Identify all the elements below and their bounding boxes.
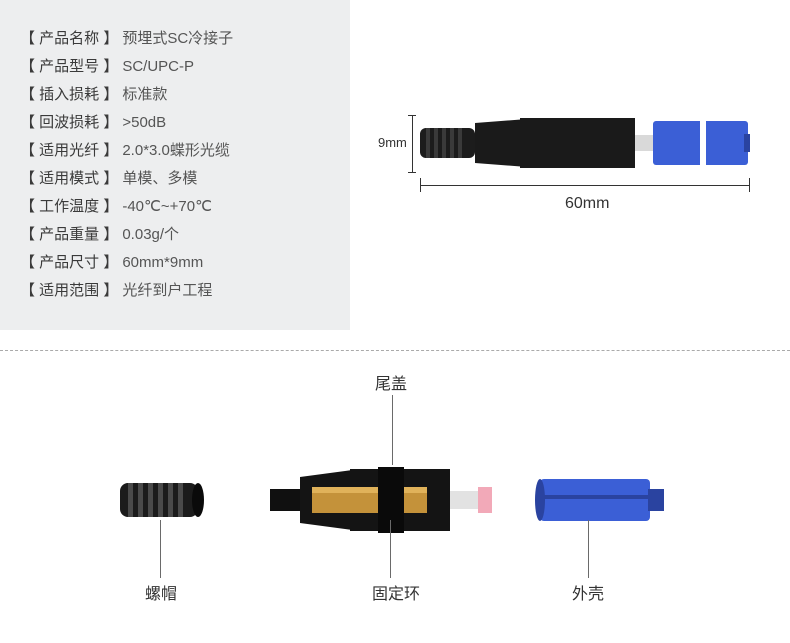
spec-row: 【 产品尺寸 】60mm*9mm [20, 249, 330, 277]
connector-assembled-icon [420, 118, 750, 168]
spec-value: 预埋式SC冷接子 [122, 30, 233, 47]
dim-height-label: 9mm [378, 135, 407, 150]
spec-label: 【 适用模式 】 [20, 170, 118, 187]
dim-tick [408, 115, 416, 116]
dim-tick [408, 172, 416, 173]
dim-tick [420, 178, 421, 192]
spec-label: 【 产品名称 】 [20, 30, 118, 47]
lead-line [392, 395, 393, 465]
spec-row: 【 适用模式 】单模、多模 [20, 165, 330, 193]
dim-tick [749, 178, 750, 192]
spec-label: 【 适用范围 】 [20, 282, 118, 299]
spec-row: 【 产品重量 】0.03g/个 [20, 221, 330, 249]
label-shell: 外壳 [572, 580, 604, 604]
label-fixing-ring: 固定环 [372, 580, 420, 604]
exploded-view: 尾盖 [0, 360, 790, 640]
spec-label: 【 插入损耗 】 [20, 86, 118, 103]
spec-label: 【 适用光纤 】 [20, 142, 118, 159]
dim-width-label: 60mm [565, 195, 609, 213]
exploded-parts-icon [0, 465, 790, 535]
spec-row: 【 产品型号 】SC/UPC-P [20, 53, 330, 81]
spec-value: SC/UPC-P [122, 58, 194, 75]
lead-line [390, 520, 391, 578]
spec-label: 【 产品型号 】 [20, 58, 118, 75]
spec-row: 【 产品名称 】预埋式SC冷接子 [20, 25, 330, 53]
spec-value: 标准款 [122, 86, 167, 103]
spec-row: 【 工作温度 】-40℃~+70℃ [20, 193, 330, 221]
spec-label: 【 回波损耗 】 [20, 114, 118, 131]
dim-line-horizontal [420, 185, 750, 186]
spec-row: 【 适用光纤 】2.0*3.0蝶形光缆 [20, 137, 330, 165]
spec-row: 【 回波损耗 】>50dB [20, 109, 330, 137]
spec-label: 【 产品重量 】 [20, 226, 118, 243]
dim-line-vertical [412, 115, 413, 173]
spec-label: 【 产品尺寸 】 [20, 254, 118, 271]
spec-panel: 【 产品名称 】预埋式SC冷接子 【 产品型号 】SC/UPC-P 【 插入损耗… [0, 0, 350, 330]
exploded-parts-row [0, 465, 790, 525]
spec-value: 光纤到户工程 [122, 282, 212, 299]
spec-value: 60mm*9mm [122, 254, 203, 271]
spec-value: 单模、多模 [122, 170, 197, 187]
spec-label: 【 工作温度 】 [20, 198, 118, 215]
spec-value: 0.03g/个 [122, 226, 179, 243]
spec-value: >50dB [122, 114, 166, 131]
label-tail-cover: 尾盖 [375, 370, 407, 394]
spec-value: -40℃~+70℃ [122, 198, 212, 215]
spec-row: 【 适用范围 】光纤到户工程 [20, 277, 330, 305]
lead-line [588, 520, 589, 578]
product-dimension-figure: 9mm 60mm [350, 0, 790, 330]
label-nut: 螺帽 [145, 580, 177, 604]
section-divider [0, 350, 790, 351]
lead-line [160, 520, 161, 578]
spec-value: 2.0*3.0蝶形光缆 [122, 142, 230, 159]
spec-row: 【 插入损耗 】标准款 [20, 81, 330, 109]
